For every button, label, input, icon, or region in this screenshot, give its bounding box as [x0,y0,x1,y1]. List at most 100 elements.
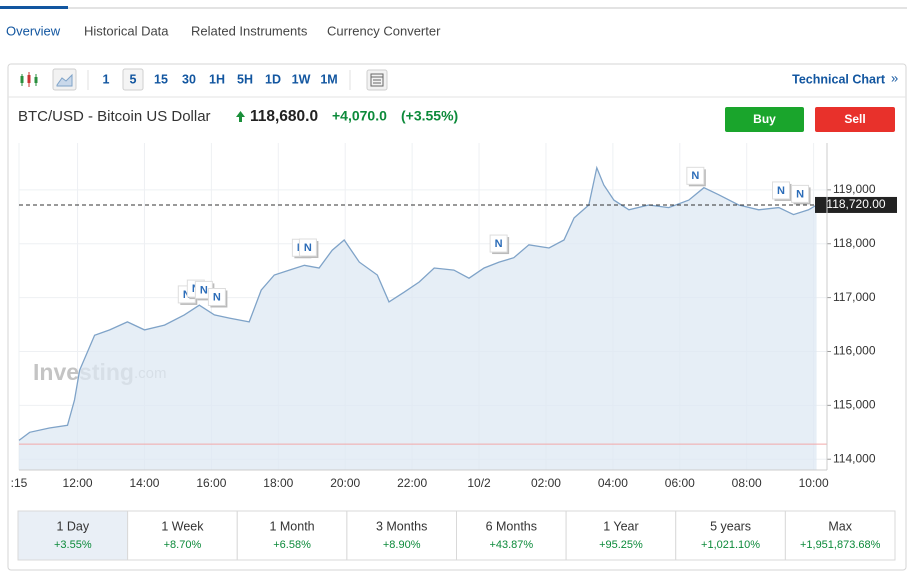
period-change[interactable]: +8.90% [383,539,421,551]
y-tick-label: 114,000 [833,451,876,465]
news-label[interactable]: N [213,291,221,303]
x-tick-label: 10/2 [467,476,491,490]
x-tick-label: 18:00 [263,476,293,490]
news-label[interactable]: N [495,238,503,250]
period-label[interactable]: 6 Months [486,519,537,533]
interval-active [122,68,144,91]
tab[interactable]: Related Instruments [191,23,308,38]
news-marker[interactable] [489,234,508,253]
period-label[interactable]: 1 Year [603,519,638,533]
x-tick-label: 10:00 [799,476,829,490]
instrument-name: BTC/USD - Bitcoin US Dollar [18,108,211,125]
period-change[interactable]: +43.87% [489,539,533,551]
icon-body [27,75,31,83]
news-marker[interactable] [771,181,790,200]
x-tick-label: 04:00 [598,476,628,490]
controls: Overview Historical Data Related Instrumen… [0,6,896,561]
icon-frame [370,73,384,87]
x-tick-label: 02:00 [531,476,561,490]
period-change[interactable]: +8.70% [164,539,202,551]
buy-label[interactable]: Buy [753,112,776,126]
y-tick-label: 116,000 [833,344,876,358]
tab-active-bar [0,6,68,9]
interval[interactable]: 1 [103,72,110,86]
x-tick-label: 08:00 [732,476,762,490]
change: +4,070.0 [332,108,387,124]
period-change[interactable]: +1,021.10% [701,539,760,551]
news-label[interactable]: N [796,188,804,200]
y-tick-label: 119,000 [833,182,876,196]
news-label[interactable]: N [304,242,312,254]
technical-chart-link[interactable]: Technical Chart [792,72,886,86]
y-tick-label: 118,000 [833,236,876,250]
x-tick-label: 16:00 [196,476,226,490]
period-change[interactable]: +3.55% [54,539,92,551]
icon-body [34,77,38,83]
period-change[interactable]: +1,951,873.68% [800,539,881,551]
price: 118,680.0 [250,108,318,125]
tab[interactable]: Overview [6,23,61,38]
period-label[interactable]: 1 Week [161,519,204,533]
change-pct: (+3.55%) [401,108,458,124]
y-tick-label: 117,000 [833,290,876,304]
last-price-label: 118,720.00 [826,197,885,211]
interval[interactable]: 5 [130,72,137,86]
icon-area [56,73,73,87]
plot: 114,000 115,000 116,000 117,000 118,000 119,0… [11,143,897,490]
news-marker[interactable] [207,287,226,306]
news-label[interactable]: N [691,170,699,182]
interval[interactable]: 5H [237,72,253,86]
y-tick-label: 115,000 [833,398,876,412]
tab[interactable]: Currency Converter [327,23,441,38]
up-arrow [236,111,245,122]
last-price-box [815,196,897,213]
interval[interactable]: 30 [182,72,196,86]
area-fill [19,167,817,471]
technical-chart-icon[interactable]: » [891,70,898,85]
area-icon[interactable] [52,68,77,91]
period-cell[interactable] [784,510,896,561]
x-tick-label: 06:00 [665,476,695,490]
period-cell[interactable] [17,510,129,561]
news-label[interactable]: N [183,289,191,301]
tab[interactable]: Historical Data [84,23,169,38]
layout-icon[interactable] [366,69,388,91]
period-cell[interactable] [675,510,786,561]
interval[interactable]: 1W [292,72,311,86]
x-tick-label: 12:00 [63,476,93,490]
sell-button[interactable] [815,107,895,132]
chart-panel [7,63,907,571]
period-cell[interactable] [127,510,238,561]
period-change[interactable]: +95.25% [599,539,643,551]
news-label[interactable]: N [777,185,785,197]
interval[interactable]: 1D [265,72,281,86]
period-cell[interactable] [565,510,677,561]
news-marker[interactable] [791,184,810,203]
interval[interactable]: 1H [209,72,225,86]
x-tick-label: 20:00 [330,476,360,490]
x-tick-label: 22:00 [397,476,427,490]
interval[interactable]: 1M [320,72,337,86]
period-label[interactable]: 1 Day [56,519,89,533]
period-label[interactable]: Max [828,519,852,533]
news-label[interactable]: N [200,284,208,296]
period-change[interactable]: +6.58% [273,539,311,551]
period-label[interactable]: 3 Months [376,519,427,533]
buy-button[interactable] [725,107,804,132]
x-tick-label: :15 [11,476,28,490]
sell-label[interactable]: Sell [844,112,865,126]
period-label[interactable]: 1 Month [269,519,314,533]
period-label[interactable]: 5 years [710,519,751,533]
period-cell[interactable] [236,510,348,561]
icon-body [20,76,24,83]
x-tick-label: 14:00 [129,476,159,490]
news-marker[interactable] [686,166,705,185]
candle-icon[interactable] [18,71,40,89]
news-marker[interactable] [298,238,317,257]
price-line [18,165,817,441]
tab-rule [0,7,907,9]
interval[interactable]: 15 [154,72,168,86]
period-cell[interactable] [456,510,567,561]
